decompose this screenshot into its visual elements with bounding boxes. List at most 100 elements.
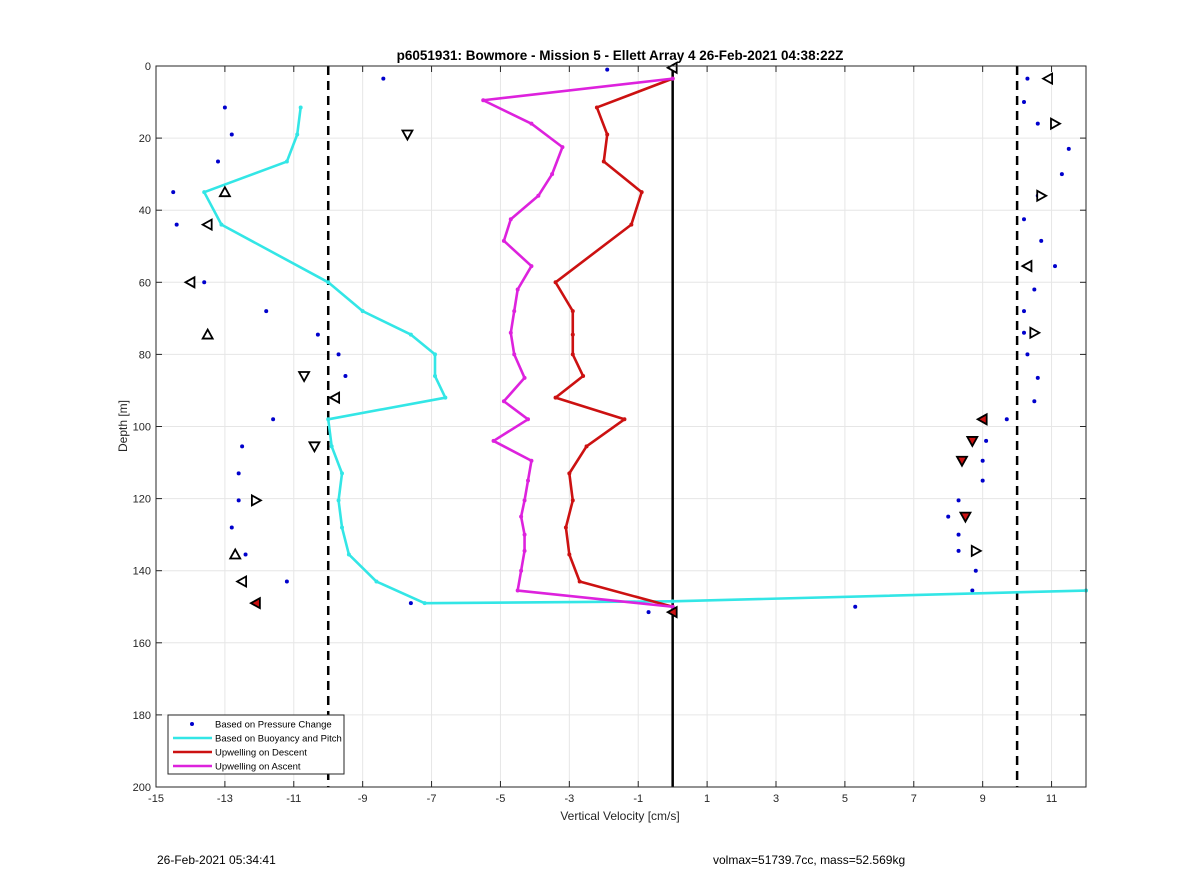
x-tick-label: -9: [358, 793, 368, 805]
triangle-marker: [328, 391, 341, 405]
triangle-marker: [400, 129, 414, 142]
pressure-point: [1004, 417, 1009, 422]
y-axis-ticks: 0 20 40 60 80 100 120 140 160 180 200: [133, 61, 1086, 794]
y-tick-label: 20: [139, 133, 151, 145]
triangle-marker: [235, 574, 248, 589]
triangle-marker: [201, 327, 215, 340]
triangle-markers: [183, 61, 1062, 619]
series-point: [570, 309, 575, 314]
triangle-marker: [665, 605, 678, 619]
y-tick-label: 180: [133, 710, 151, 722]
x-tick-label: 9: [980, 793, 986, 805]
pressure-point: [1022, 330, 1026, 335]
triangle-marker: [958, 511, 972, 524]
y-tick-label: 80: [139, 349, 151, 361]
pressure-point: [408, 601, 413, 606]
x-tick-label: -3: [564, 793, 574, 805]
pressure-point: [956, 548, 961, 553]
pressure-point: [271, 417, 276, 422]
pressure-point: [1022, 309, 1026, 314]
x-tick-label: -15: [148, 793, 164, 805]
pressure-point: [243, 552, 248, 557]
series-point: [570, 332, 575, 337]
series-point: [481, 98, 486, 103]
pressure-point: [236, 498, 241, 503]
series-point: [508, 330, 513, 335]
pressure-point: [1035, 121, 1040, 126]
y-tick-label: 160: [133, 638, 151, 650]
pressure-point: [240, 444, 245, 449]
triangle-marker: [1020, 259, 1033, 273]
pressure-point: [315, 332, 320, 337]
series-line: [481, 77, 673, 609]
series-point: [519, 514, 524, 519]
series-point: [605, 132, 610, 137]
series-point: [529, 264, 534, 269]
series-point: [326, 280, 331, 285]
series-point: [512, 309, 517, 314]
series-point: [340, 471, 344, 476]
series-point: [519, 568, 524, 573]
pressure-point: [946, 514, 951, 519]
triangle-marker: [249, 596, 261, 610]
series-point: [536, 193, 541, 198]
chart-title: p6051931: Bowmore - Mission 5 - Ellett A…: [397, 48, 844, 63]
series-point: [567, 471, 572, 476]
series-point: [522, 548, 527, 553]
series-point: [491, 438, 496, 443]
series-point: [601, 159, 606, 164]
series-point: [522, 375, 527, 380]
x-tick-label: 5: [842, 793, 848, 805]
series-point: [526, 417, 530, 422]
series-point: [202, 190, 207, 195]
series-point: [639, 190, 644, 195]
series-point: [346, 552, 351, 557]
series-point: [522, 498, 527, 503]
legend-label: Upwelling on Ascent: [215, 762, 301, 773]
series-point: [553, 395, 558, 400]
pressure-point: [381, 76, 386, 81]
series-point: [360, 309, 365, 314]
y-tick-label: 200: [133, 782, 151, 794]
pressure-point: [216, 159, 220, 164]
series-point: [560, 145, 565, 150]
y-tick-label: 60: [139, 277, 151, 289]
pressure-point: [236, 471, 241, 476]
pressure-point: [1066, 146, 1071, 151]
triangle-marker: [965, 436, 979, 448]
pressure-point: [222, 105, 227, 110]
legend-swatch: [190, 722, 194, 726]
y-tick-label: 120: [133, 494, 151, 506]
pressure-point: [1053, 264, 1057, 269]
pressure-point: [970, 588, 975, 593]
series-point: [326, 417, 331, 422]
x-tick-label: 1: [704, 793, 710, 805]
triangle-marker: [307, 441, 321, 454]
legend: Based on Pressure Change Based on Buoyanc…: [167, 714, 345, 775]
pressure-point: [264, 309, 269, 314]
series-point: [553, 280, 558, 285]
series-point: [329, 444, 334, 449]
pressure-point: [1025, 352, 1030, 357]
pressure-point: [229, 525, 234, 530]
pressure-point: [1039, 238, 1044, 243]
pressure-point: [956, 532, 961, 537]
x-tick-label: -11: [286, 793, 301, 805]
pressure-point: [1035, 375, 1040, 380]
triangle-marker: [1050, 117, 1062, 131]
x-tick-label: -7: [427, 793, 437, 805]
x-tick-label: -13: [217, 793, 233, 805]
x-tick-label: 7: [911, 793, 917, 805]
pressure-point: [1032, 399, 1037, 404]
triangle-marker: [183, 275, 196, 289]
y-tick-label: 40: [139, 205, 151, 217]
y-tick-label: 140: [133, 566, 151, 578]
triangle-marker: [218, 185, 232, 198]
series-point: [581, 374, 586, 379]
series-point: [594, 105, 599, 110]
triangle-marker: [1036, 189, 1049, 203]
series-point: [563, 525, 568, 530]
series-point: [515, 588, 520, 593]
triangle-marker: [200, 218, 213, 232]
